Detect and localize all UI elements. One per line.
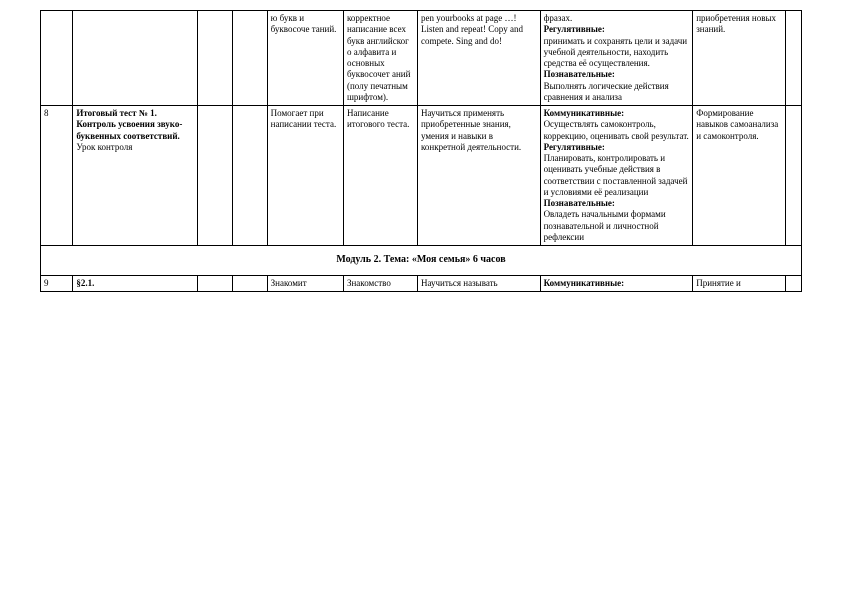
cell: Принятие и [693, 275, 786, 291]
label-communicative: Коммуникативные: [544, 108, 625, 118]
text: фразах. [544, 13, 573, 23]
lesson-type: Урок контроля [76, 142, 132, 152]
cell [232, 11, 267, 106]
cell [232, 275, 267, 291]
cell: приобретения новых знаний. [693, 11, 786, 106]
cell: Научиться называть [417, 275, 540, 291]
topic-title: Итоговый тест № 1. Контроль усвоения зву… [76, 108, 182, 141]
cell-num: 9 [41, 275, 73, 291]
cell-num: 8 [41, 106, 73, 246]
label-regulative: Регулятивные: [544, 24, 605, 34]
table-row: 8 Итоговый тест № 1. Контроль усвоения з… [41, 106, 802, 246]
module-title: Модуль 2. Тема: «Моя семья» 6 часов [41, 246, 802, 276]
cell [198, 106, 233, 246]
label-regulative: Регулятивные: [544, 142, 605, 152]
cell-num [41, 11, 73, 106]
cell-topic: §2.1. [73, 275, 198, 291]
text: Выполнять логические действия сравнения … [544, 81, 669, 102]
cell-topic: Итоговый тест № 1. Контроль усвоения зву… [73, 106, 198, 246]
cell: pen yourbooks at page …! Listen and repe… [417, 11, 540, 106]
cell [198, 11, 233, 106]
cell: ю букв и буквосоче таний. [267, 11, 343, 106]
label-cognitive: Познавательные: [544, 69, 615, 79]
label-communicative: Коммуникативные: [544, 278, 625, 288]
document-page: ю букв и буквосоче таний. корректное нап… [0, 0, 842, 302]
cell [785, 275, 801, 291]
cell [232, 106, 267, 246]
cell: фразах. Регулятивные: принимать и сохран… [540, 11, 693, 106]
text: Планировать, контролировать и оценивать … [544, 153, 688, 197]
text: принимать и сохранять цели и задачи учеб… [544, 36, 688, 69]
cell-topic [73, 11, 198, 106]
text: Овладеть начальными формами познавательн… [544, 209, 666, 242]
cell [785, 11, 801, 106]
label-cognitive: Познавательные: [544, 198, 615, 208]
cell: Формирование навыков самоанализа и самок… [693, 106, 786, 246]
cell: Коммуникативные: Осуществлять самоконтро… [540, 106, 693, 246]
text: Осуществлять самоконтроль, коррекцию, оц… [544, 119, 689, 140]
table-row: 9 §2.1. Знакомит Знакомство Научиться на… [41, 275, 802, 291]
cell: Знакомит [267, 275, 343, 291]
cell: Знакомство [343, 275, 417, 291]
curriculum-table: ю букв и буквосоче таний. корректное нап… [40, 10, 802, 292]
cell: Научиться применять приобретенные знания… [417, 106, 540, 246]
cell: Коммуникативные: [540, 275, 693, 291]
cell [198, 275, 233, 291]
section-ref: §2.1. [76, 278, 94, 288]
module-header-row: Модуль 2. Тема: «Моя семья» 6 часов [41, 246, 802, 276]
table-row: ю букв и буквосоче таний. корректное нап… [41, 11, 802, 106]
cell [785, 106, 801, 246]
cell: Помогает при написании теста. [267, 106, 343, 246]
cell: Написание итогового теста. [343, 106, 417, 246]
cell: корректное написание всех букв английско… [343, 11, 417, 106]
